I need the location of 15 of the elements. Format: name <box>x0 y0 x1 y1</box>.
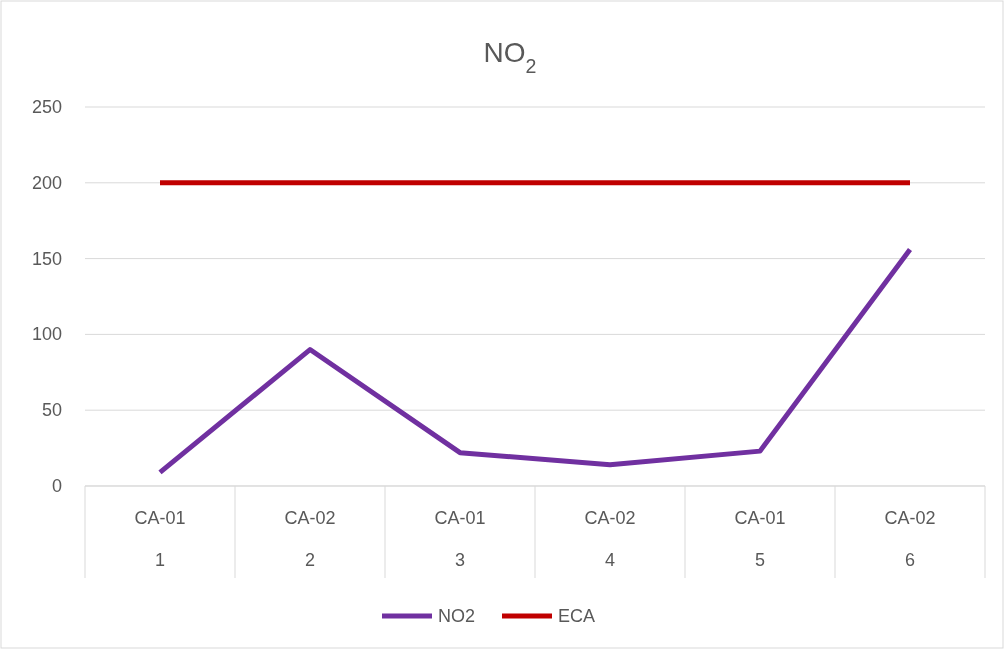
category-label: CA-01 3 <box>434 508 486 570</box>
category-label: CA-02 4 <box>584 508 636 570</box>
y-tick-label: 50 <box>41 400 62 421</box>
category-label: CA-01 5 <box>734 508 786 570</box>
y-tick-label: 100 <box>31 324 62 345</box>
y-tick-label: 200 <box>31 172 62 193</box>
y-tick-label: 0 <box>51 476 62 496</box>
category-label: CA-02 6 <box>884 508 936 570</box>
legend-label: ECA <box>558 606 596 626</box>
category-label: CA-01 1 <box>134 508 186 570</box>
y-tick-label: 250 <box>31 97 62 117</box>
y-tick-label: 150 <box>31 248 62 269</box>
legend-label: NO2 <box>438 606 476 626</box>
category-label: CA-02 2 <box>284 508 336 570</box>
chart-title: NO$_{2}$ <box>483 37 537 77</box>
